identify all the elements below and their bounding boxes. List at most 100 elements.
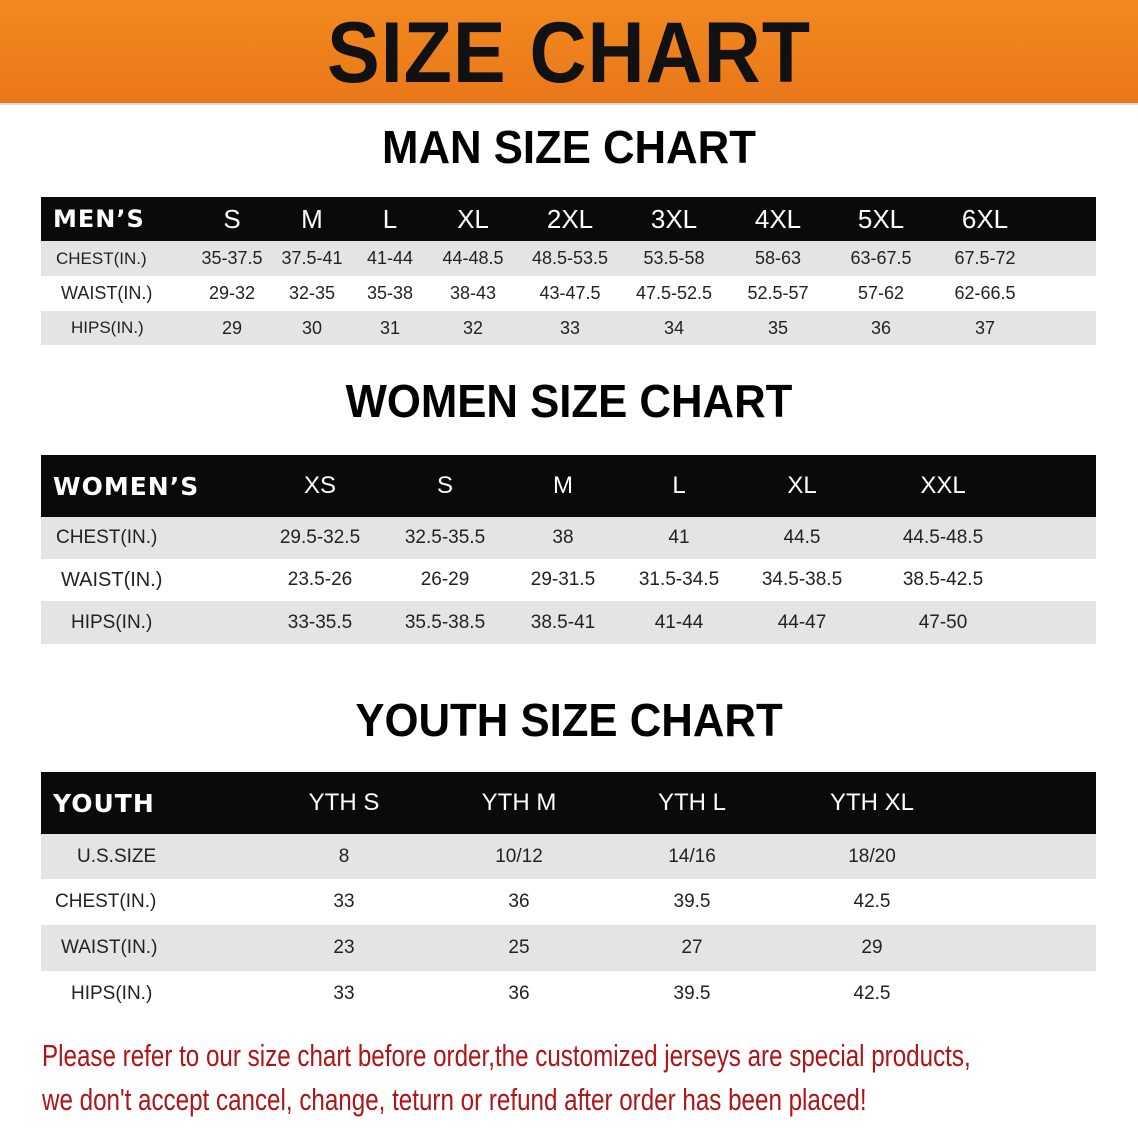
size-column-header: YTH S: [308, 789, 380, 816]
table-cell: 14/16: [668, 845, 716, 867]
table-cell: 34: [663, 317, 685, 338]
youth-section-title: YOUTH SIZE CHART: [355, 694, 783, 746]
row-label: U.S.SIZE: [77, 845, 157, 867]
women-header-row: WOMEN’S XS S M L XL XXL: [41, 455, 1096, 517]
size-column-header: M: [301, 203, 323, 234]
table-cell: 38.5-42.5: [902, 569, 984, 590]
table-cell: 41: [668, 527, 690, 548]
table-cell: 30: [301, 317, 323, 338]
table-cell: 29-32: [208, 283, 256, 303]
table-cell: 39.5: [673, 982, 711, 1004]
youth-size-table: YOUTH YTH S YTH M YTH L YTH XL U.S.SIZE 8 10/12…: [41, 772, 1096, 1016]
table-cell: 34.5-38.5: [761, 569, 843, 590]
table-cell: 29: [861, 937, 883, 958]
size-column-header: 4XL: [754, 203, 802, 234]
men-header-row: MEN’S S M L XL 2XL 3XL 4XL 5XL 6XL: [41, 197, 1096, 241]
size-column-header: YTH M: [481, 789, 557, 816]
table-cell: 35: [767, 317, 789, 338]
table-cell: 44.5-48.5: [902, 527, 984, 548]
table-cell: 29: [221, 317, 243, 338]
size-chart-banner: SIZE CHART: [0, 0, 1138, 105]
size-column-header: L: [672, 472, 686, 499]
table-cell: 44-48.5: [442, 248, 504, 268]
page-title: SIZE CHART: [327, 5, 811, 101]
row-label: HIPS(IN.): [71, 982, 153, 1004]
row-label: HIPS(IN.): [71, 611, 153, 633]
table-row: CHEST(IN.) 33 36 39.5 42.5: [41, 879, 1096, 925]
table-cell: 8: [338, 845, 350, 867]
table-cell: 67.5-72: [954, 248, 1016, 268]
table-cell: 33: [559, 317, 581, 338]
row-label: CHEST(IN.): [56, 527, 158, 548]
row-label: WAIST(IN.): [61, 937, 158, 958]
youth-header-row: YOUTH YTH S YTH M YTH L YTH XL: [41, 772, 1096, 834]
table-cell: 57-62: [857, 283, 905, 303]
table-cell: 38: [552, 527, 574, 548]
table-cell: 36: [870, 317, 892, 338]
table-row: U.S.SIZE 8 10/12 14/16 18/20: [41, 834, 1096, 879]
table-cell: 35-37.5: [201, 248, 263, 268]
table-cell: 35.5-38.5: [404, 611, 486, 633]
table-cell: 47.5-52.5: [635, 283, 713, 303]
table-cell: 52.5-57: [747, 283, 809, 303]
row-label: WAIST(IN.): [61, 283, 153, 303]
size-column-header: XXL: [920, 472, 966, 499]
size-column-header: XL: [457, 203, 489, 234]
notice-line-2: we don't accept cancel, change, teturn o…: [42, 1082, 867, 1117]
table-cell: 38-43: [449, 283, 497, 303]
table-cell: 44-47: [777, 611, 827, 633]
size-column-header: 5XL: [857, 203, 905, 234]
table-row: HIPS(IN.) 29 30 31 32 33 34 35 36 37: [41, 311, 1096, 345]
table-row: HIPS(IN.) 33 36 39.5 42.5: [41, 971, 1096, 1016]
row-label: CHEST(IN.): [55, 891, 157, 912]
row-label: WAIST(IN.): [61, 568, 163, 591]
size-column-header: S: [223, 203, 241, 234]
table-cell: 48.5-53.5: [531, 248, 609, 268]
table-cell: 37.5-41: [281, 248, 343, 268]
women-size-table: WOMEN’S XS S M L XL XXL CHEST(IN.) 29.5-32.5 32.5…: [41, 455, 1096, 644]
table-cell: 39.5: [673, 891, 711, 912]
row-header-title: WOMEN’S: [53, 471, 200, 501]
row-header-title: YOUTH: [53, 788, 155, 818]
table-cell: 35-38: [366, 283, 414, 303]
table-cell: 10/12: [495, 845, 543, 867]
table-row: WAIST(IN.) 23.5-26 26-29 29-31.5 31.5-34.5 34…: [41, 559, 1096, 601]
men-size-table: MEN’S S M L XL 2XL 3XL 4XL 5XL 6XL CHEST(IN.) 35-37…: [41, 197, 1096, 345]
table-row: CHEST(IN.) 35-37.5 37.5-41 41-44 44-48.5 48.5…: [41, 241, 1096, 276]
table-cell: 32-35: [288, 283, 336, 303]
table-cell: 41-44: [654, 611, 704, 633]
table-cell: 63-67.5: [850, 248, 912, 268]
table-cell: 31.5-34.5: [638, 569, 720, 590]
row-label: HIPS(IN.): [71, 318, 144, 337]
table-cell: 23.5-26: [287, 569, 353, 590]
table-cell: 36: [508, 891, 530, 912]
table-cell: 33: [333, 891, 355, 912]
notice-line-1: Please refer to our size chart before or…: [42, 1038, 971, 1073]
table-row: WAIST(IN.) 23 25 27 29: [41, 925, 1096, 971]
size-column-header: 3XL: [650, 203, 698, 234]
table-cell: 23: [333, 937, 355, 958]
table-cell: 42.5: [853, 982, 891, 1004]
table-cell: 37: [974, 317, 996, 338]
row-label: CHEST(IN.): [56, 248, 147, 268]
table-cell: 27: [681, 937, 703, 958]
table-row: CHEST(IN.) 29.5-32.5 32.5-35.5 38 41 44.5 44.5…: [41, 517, 1096, 559]
table-cell: 33: [333, 982, 355, 1004]
size-column-header: L: [382, 203, 398, 234]
table-cell: 33-35.5: [287, 611, 353, 633]
size-column-header: YTH XL: [829, 789, 915, 816]
table-cell: 36: [508, 982, 530, 1004]
table-cell: 38.5-41: [530, 611, 596, 633]
men-section-title: MAN SIZE CHART: [382, 121, 756, 173]
table-cell: 42.5: [853, 891, 891, 912]
table-cell: 44.5: [783, 527, 821, 548]
table-cell: 31: [379, 317, 401, 338]
table-cell: 58-63: [754, 248, 802, 268]
table-cell: 62-66.5: [954, 283, 1016, 303]
row-header-title: MEN’S: [53, 205, 145, 233]
table-cell: 32.5-35.5: [404, 527, 486, 548]
size-column-header: 6XL: [961, 203, 1009, 234]
size-column-header: XL: [787, 472, 817, 499]
size-column-header: M: [553, 472, 573, 499]
table-cell: 53.5-58: [643, 248, 705, 268]
